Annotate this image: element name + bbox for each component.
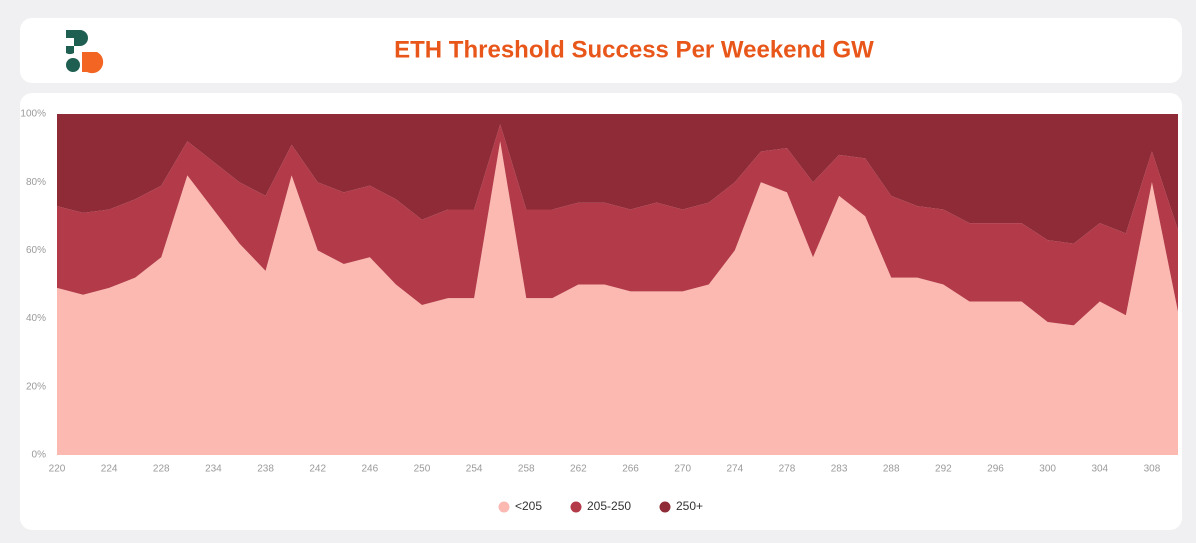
x-tick-label: 270 <box>674 464 691 475</box>
area <box>57 141 1178 455</box>
x-tick-label: 300 <box>1039 464 1056 475</box>
x-tick-label: 278 <box>779 464 796 475</box>
x-tick-label: 234 <box>205 464 222 475</box>
x-tick-label: 250 <box>414 464 431 475</box>
legend-label: 205-250 <box>587 499 631 513</box>
y-tick-label: 100% <box>20 109 46 120</box>
legend-swatch <box>498 501 510 513</box>
legend-label: 250+ <box>676 499 703 513</box>
x-tick-label: 308 <box>1144 464 1161 475</box>
x-tick-label: 274 <box>726 464 743 475</box>
x-tick-label: 262 <box>570 464 587 475</box>
x-tick-label: 304 <box>1091 464 1108 475</box>
x-tick-label: 292 <box>935 464 952 475</box>
chart-title: ETH Threshold Success Per Weekend GW <box>394 36 874 63</box>
x-tick-label: 254 <box>466 464 483 475</box>
y-tick-label: 80% <box>26 177 46 188</box>
header-card <box>20 18 1182 83</box>
x-tick-label: 228 <box>153 464 170 475</box>
x-tick-label: 224 <box>101 464 118 475</box>
x-tick-label: 266 <box>622 464 639 475</box>
x-tick-label: 283 <box>831 464 848 475</box>
y-tick-label: 60% <box>26 245 46 256</box>
area <box>57 124 1178 326</box>
x-tick-label: 246 <box>361 464 378 475</box>
x-tick-label: 242 <box>309 464 326 475</box>
logo <box>66 30 104 74</box>
y-tick-label: 40% <box>26 313 46 324</box>
legend-label: <205 <box>515 499 542 513</box>
y-tick-label: 0% <box>32 450 47 461</box>
x-tick-label: 296 <box>987 464 1004 475</box>
legend-swatch <box>659 501 671 513</box>
area <box>57 114 1178 244</box>
x-tick-label: 288 <box>883 464 900 475</box>
x-tick-label: 220 <box>49 464 66 475</box>
x-tick-label: 238 <box>257 464 274 475</box>
y-tick-label: 20% <box>26 381 46 392</box>
legend-swatch <box>570 501 582 513</box>
x-tick-label: 258 <box>518 464 535 475</box>
